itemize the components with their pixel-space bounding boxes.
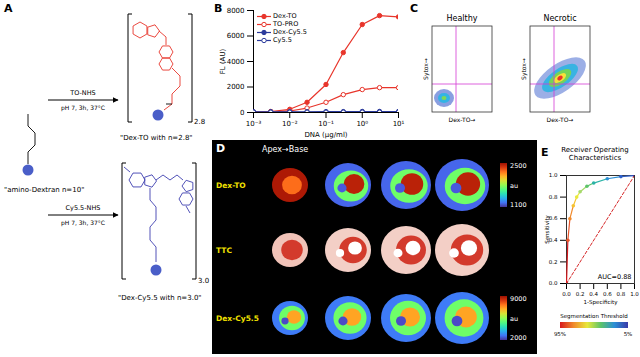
svg-text:TTC: TTC [216, 246, 232, 255]
svg-text:0.8: 0.8 [617, 291, 626, 297]
svg-text:Necrotic: Necrotic [543, 14, 576, 23]
svg-text:10⁻¹: 10⁻¹ [318, 120, 334, 128]
svg-text:0.4: 0.4 [589, 291, 598, 297]
svg-text:0.2: 0.2 [576, 291, 585, 297]
svg-text:10⁻²: 10⁻² [282, 120, 298, 128]
svg-text:FL (AU): FL (AU) [219, 48, 227, 74]
html-text:Dex-Cy5.5: Dex-Cy5.5 [273, 28, 307, 36]
svg-text:B: B [214, 2, 222, 15]
svg-text:9000: 9000 [510, 295, 527, 303]
svg-text:Dex-Cy5.5: Dex-Cy5.5 [216, 314, 259, 323]
svg-text:95%: 95% [554, 331, 566, 337]
svg-text:1100: 1100 [510, 201, 527, 209]
svg-text:"Dex-Cy5.5 with n=3.0": "Dex-Cy5.5 with n=3.0" [118, 294, 202, 302]
svg-text:au: au [510, 315, 518, 323]
svg-text:1.0: 1.0 [630, 291, 639, 297]
svg-text:0.6: 0.6 [548, 215, 558, 222]
svg-text:0.6: 0.6 [603, 291, 612, 297]
svg-text:Segmentation Threshold: Segmentation Threshold [560, 313, 628, 320]
svg-text:TO-NHS: TO-NHS [69, 89, 96, 97]
svg-text:10¹: 10¹ [393, 120, 405, 128]
svg-text:1-Specificity: 1-Specificity [584, 299, 619, 306]
svg-text:Sensitivity: Sensitivity [544, 214, 551, 243]
svg-text:"Dex-TO with n=2.8": "Dex-TO with n=2.8" [120, 134, 193, 142]
svg-text:0: 0 [240, 109, 244, 117]
svg-text:pH 7, 3h, 37°C: pH 7, 3h, 37°C [61, 219, 105, 227]
svg-text:2000: 2000 [227, 83, 245, 91]
svg-text:0.8: 0.8 [549, 194, 558, 200]
svg-text:A: A [4, 2, 13, 15]
svg-text:D: D [216, 142, 225, 155]
svg-text:AUC=0.88: AUC=0.88 [598, 273, 632, 281]
svg-text:C: C [410, 2, 418, 15]
svg-text:Cy5.5-NHS: Cy5.5-NHS [66, 204, 101, 212]
svg-text:Dex-TO→: Dex-TO→ [547, 116, 574, 123]
svg-text:Dex-TO: Dex-TO [216, 181, 246, 190]
svg-text:Healthy: Healthy [446, 14, 477, 23]
svg-text:Sytox→: Sytox→ [422, 58, 430, 80]
html-text:Dex-TO: Dex-TO [273, 12, 297, 20]
svg-text:"amino-Dextran n=10": "amino-Dextran n=10" [4, 186, 84, 194]
svg-text:0.0: 0.0 [549, 280, 558, 286]
html-text:Cy5.5: Cy5.5 [273, 36, 292, 44]
svg-text:Dex-TO→: Dex-TO→ [449, 116, 476, 123]
svg-text:0.2: 0.2 [549, 259, 558, 265]
svg-text:2000: 2000 [510, 334, 527, 342]
svg-text:pH 7, 3h, 37°C: pH 7, 3h, 37°C [61, 104, 105, 112]
svg-text:0.4: 0.4 [548, 237, 558, 244]
svg-text:10⁻³: 10⁻³ [246, 120, 262, 128]
svg-text:10⁰: 10⁰ [356, 120, 368, 128]
svg-text:E: E [541, 146, 549, 159]
svg-text:DNA (µg/ml): DNA (µg/ml) [304, 131, 347, 139]
svg-text:Apex→Base: Apex→Base [262, 145, 308, 154]
svg-text:5%: 5% [624, 331, 633, 337]
svg-text:2.8: 2.8 [194, 118, 205, 126]
html-text:Receiver Operating Characteris: Receiver Operating Characteristics [561, 146, 629, 162]
svg-text:8000: 8000 [227, 7, 245, 15]
svg-text:Sytox→: Sytox→ [520, 58, 528, 80]
svg-text:6000: 6000 [227, 32, 245, 40]
svg-text:0.0: 0.0 [562, 291, 571, 297]
svg-text:1.0: 1.0 [549, 172, 558, 178]
html-text:TO-PRO: TO-PRO [273, 20, 299, 28]
svg-text:4000: 4000 [227, 58, 245, 66]
svg-text:au: au [510, 182, 518, 190]
svg-text:3.0: 3.0 [198, 277, 209, 285]
svg-text:2500: 2500 [510, 162, 527, 170]
